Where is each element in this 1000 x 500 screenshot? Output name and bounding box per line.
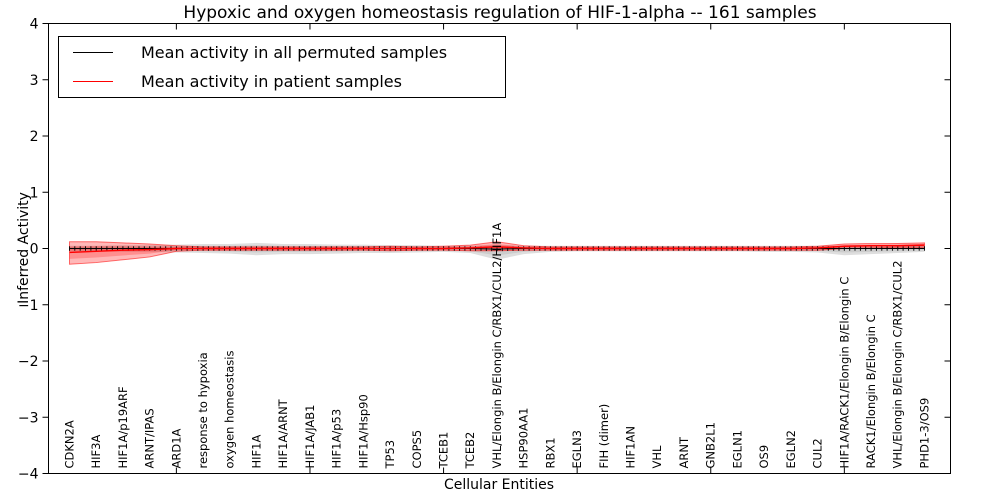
x-tick-label-entity: TCEB1	[436, 432, 450, 470]
x-tick-label-entity: response to hypoxia	[196, 352, 210, 468]
y-tick-label: −2	[18, 354, 39, 370]
x-tick-label-entity: oxygen homeostasis	[223, 351, 237, 469]
y-tick-label: 2	[30, 129, 39, 145]
x-tick-label-entity: EGLN3	[570, 430, 584, 469]
y-tick-label: −4	[18, 467, 39, 483]
x-tick-label-entity: COPS5	[410, 430, 424, 469]
x-tick-label-entity: ARNT	[677, 436, 691, 468]
legend-item-permuted: Mean activity in all permuted samples	[59, 40, 505, 66]
x-tick-label-entity: CDKN2A	[62, 420, 76, 468]
x-tick-label-entity: OS9	[757, 445, 771, 469]
x-tick-label-entity: HIF1A/Hsp90	[356, 394, 370, 468]
x-tick-label-entity: HIF1A/p53	[330, 409, 344, 469]
x-tick-label-entity: ARNT/IPAS	[143, 408, 157, 468]
x-tick-label-entity: HIF1A/p19ARF	[116, 386, 130, 468]
x-tick-label-entity: FIH (dimer)	[597, 404, 611, 469]
x-tick-label-entity: TCEB2	[463, 432, 477, 470]
x-tick-label-entity: HSP90AA1	[517, 408, 531, 469]
y-tick-label: 3	[30, 73, 39, 89]
x-tick-label-entity: PHD1-3/OS9	[917, 398, 931, 469]
x-tick-label-entity: HIF1AN	[624, 426, 638, 468]
legend-label-permuted: Mean activity in all permuted samples	[141, 43, 448, 63]
x-tick-label-entity: EGLN2	[784, 430, 798, 469]
x-tick-label-entity: EGLN1	[730, 430, 744, 469]
x-tick-label-entity: RACK1/Elongin B/Elongin C	[864, 314, 878, 468]
patient-mean-line	[69, 244, 925, 254]
y-tick-label: −3	[18, 410, 39, 426]
x-tick-label-entity: HIF1A/ARNT	[276, 398, 290, 468]
x-tick-label-entity: CUL2	[811, 438, 825, 468]
x-tick-label-entity: GNB2L1	[704, 422, 718, 468]
y-tick-label: 1	[30, 185, 39, 201]
x-tick-label-entity: TP53	[383, 440, 397, 470]
y-tick-label: 4	[30, 17, 39, 33]
y-axis-label: Inferred Activity	[16, 192, 32, 304]
x-axis-label: Cellular Entities	[443, 477, 555, 493]
permuted-line-swatch	[73, 52, 113, 54]
x-tick-label-entity: HIF1A	[249, 435, 263, 469]
y-tick-label: −1	[18, 298, 39, 314]
legend: Mean activity in all permuted samples Me…	[58, 36, 506, 98]
x-tick-label-entity: HIF1A/JAB1	[303, 405, 317, 469]
legend-item-patient: Mean activity in patient samples	[59, 68, 505, 94]
axis-ticks	[42, 23, 951, 474]
x-tick-label-entity: VHL/Elongin B/Elongin C/RBX1/CUL2	[891, 260, 905, 468]
chart-title: Hypoxic and oxygen homeostasis regulatio…	[183, 3, 817, 23]
x-tick-label-entity: ARD1A	[169, 428, 183, 468]
y-tick-label: 0	[30, 242, 39, 258]
x-tick-label-entity: HIF3A	[89, 435, 103, 469]
x-tick-label-entity: VHL/Elongin B/Elongin C/RBX1/CUL2/HIF1A	[490, 223, 504, 469]
patient-line-swatch	[73, 80, 113, 82]
x-tick-label-entity: HIF1A/RACK1/Elongin B/Elongin C	[837, 277, 851, 469]
legend-label-patient: Mean activity in patient samples	[141, 71, 402, 91]
x-tick-label-entity: VHL	[650, 445, 664, 469]
x-tick-label-entity: RBX1	[543, 437, 557, 468]
